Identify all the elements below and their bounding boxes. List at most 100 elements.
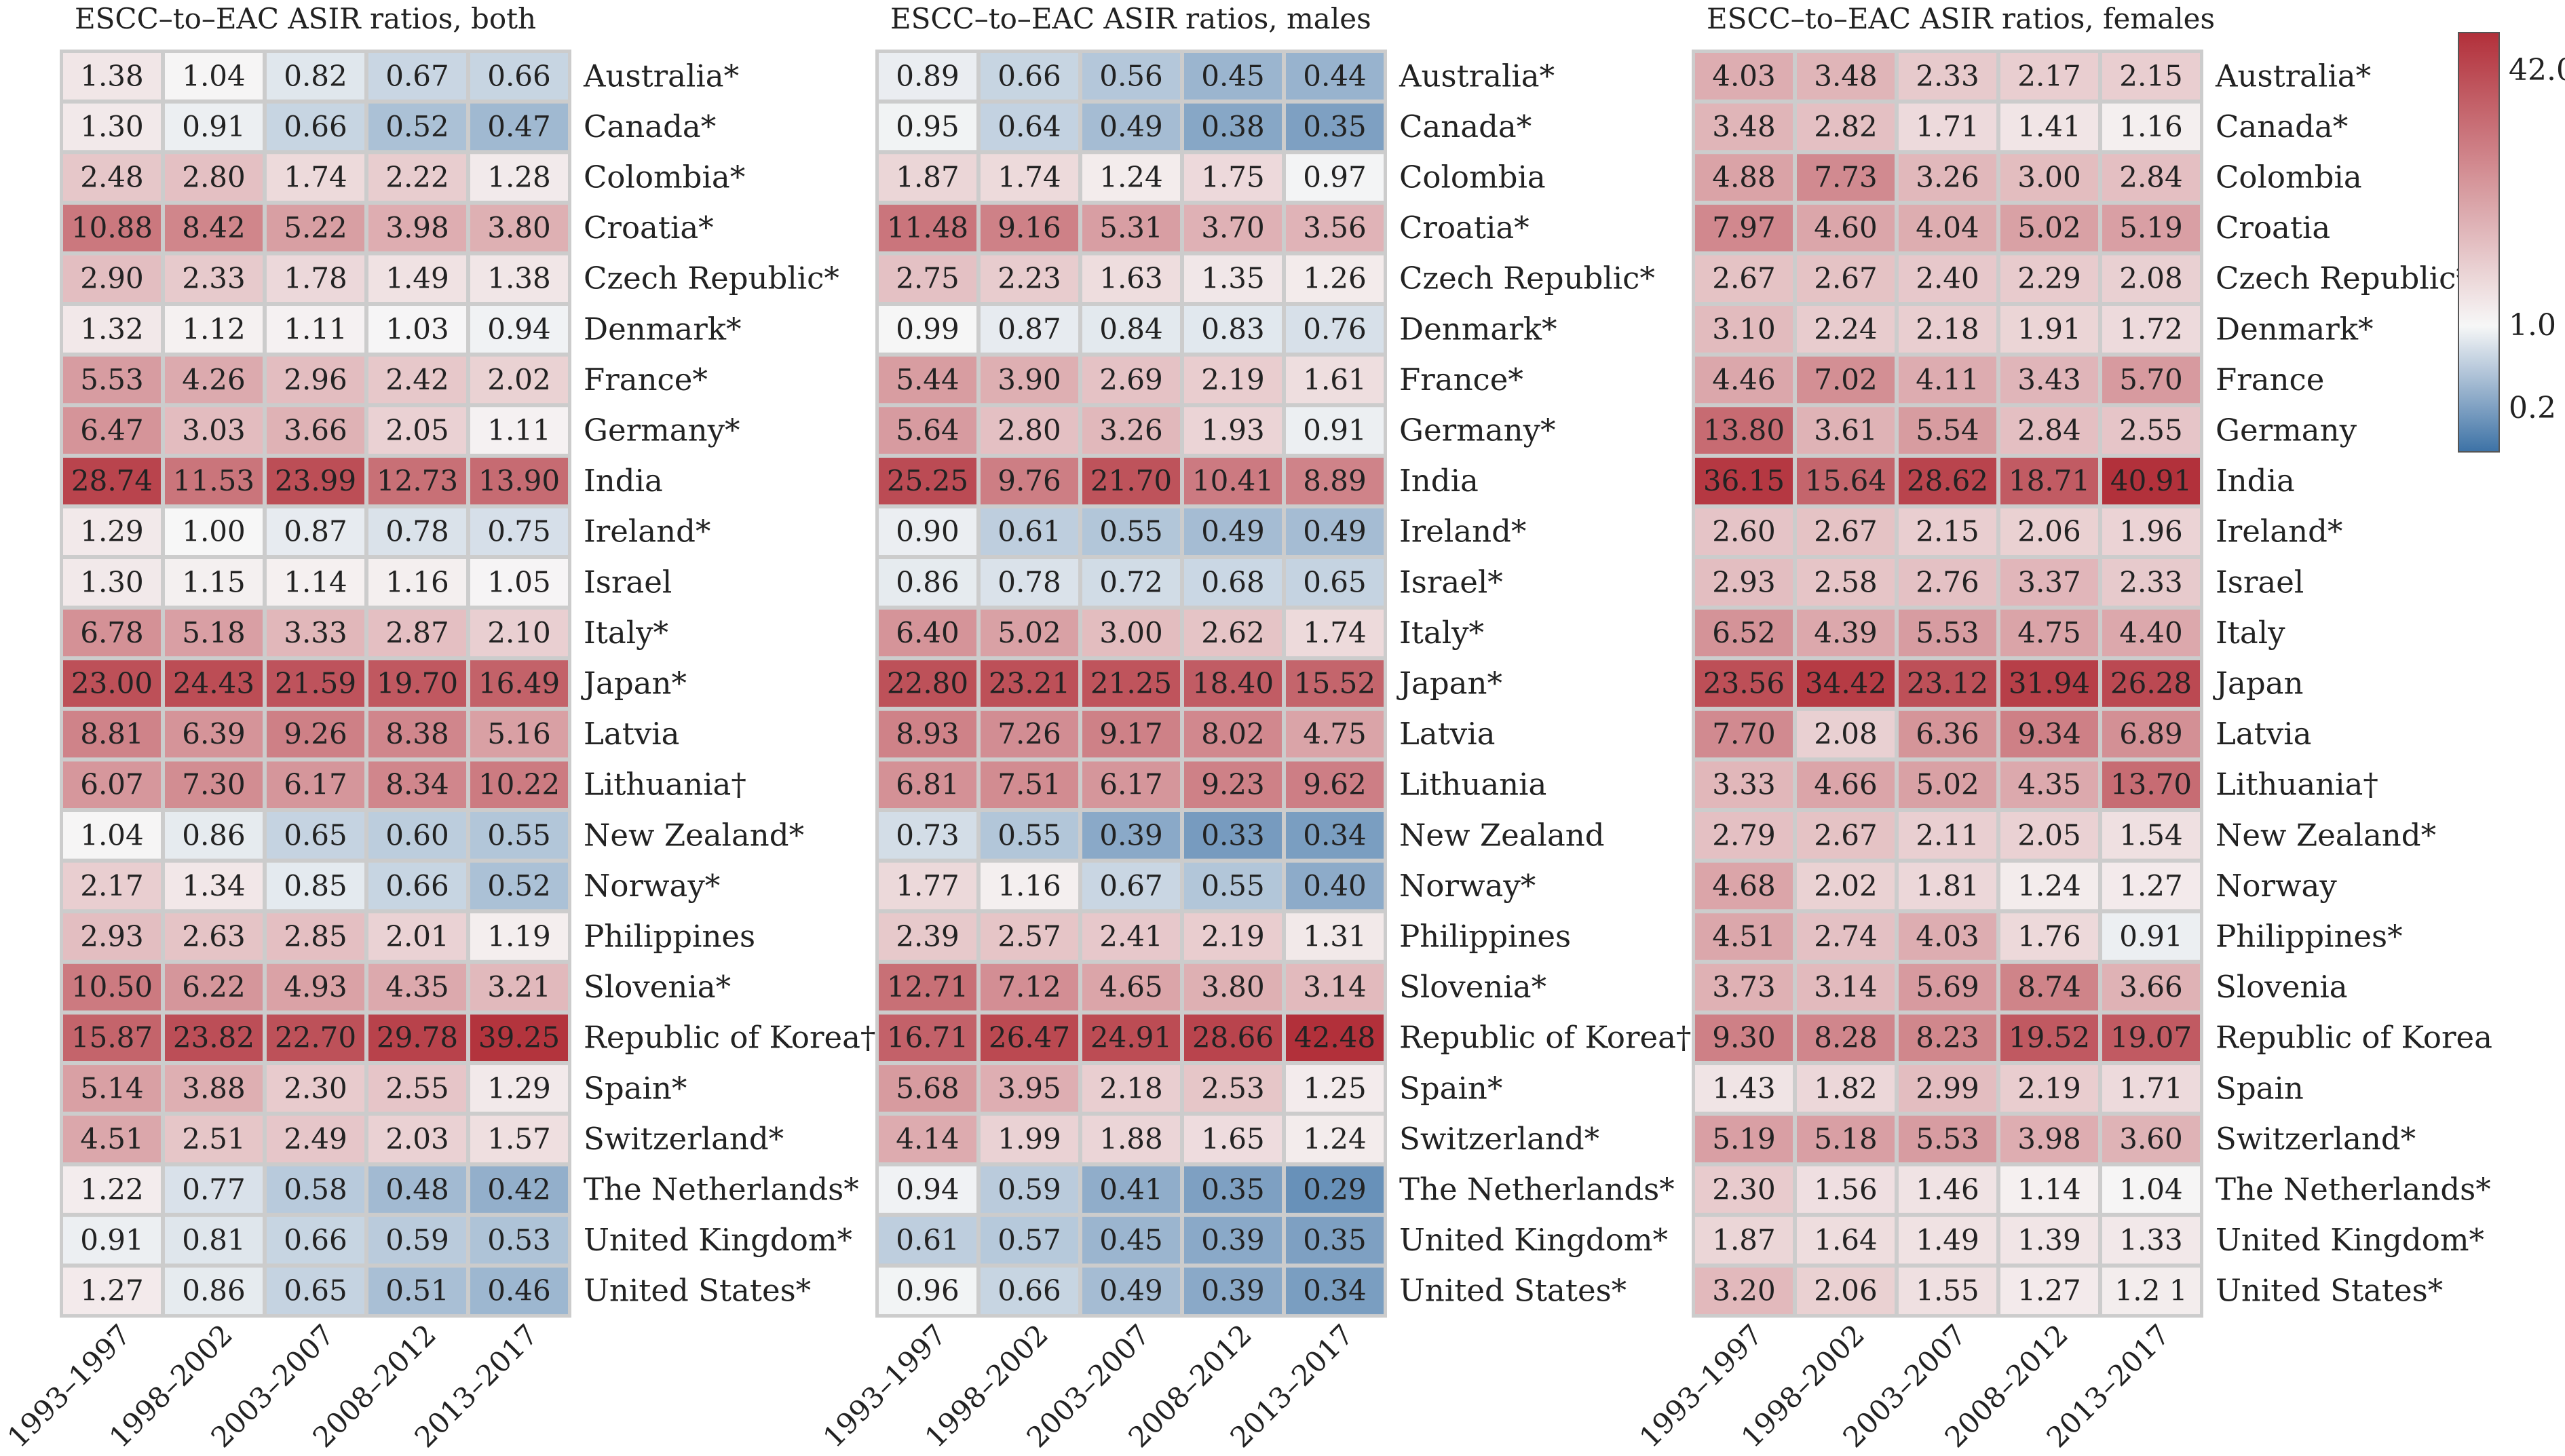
heatmap-cell — [368, 862, 466, 910]
heatmap-cell — [1899, 812, 1996, 859]
cell-value: 0.49 — [1201, 515, 1265, 548]
cell-value: 4.75 — [1303, 717, 1367, 750]
heatmap-cell — [368, 913, 466, 960]
heatmap-cell — [1184, 1267, 1282, 1314]
heatmap-cell — [267, 1166, 364, 1213]
row-label: New Zealand* — [2216, 817, 2436, 853]
cell-value: 15.87 — [71, 1021, 153, 1054]
heatmap-cell — [1082, 710, 1180, 758]
heatmap-cell — [368, 508, 466, 555]
cell-value: 2.17 — [80, 869, 144, 902]
row-label: Republic of Korea† — [1399, 1020, 1691, 1056]
cell-value: 1.41 — [2017, 110, 2081, 143]
cell-value: 22.80 — [887, 667, 968, 700]
cell-value: 2.11 — [1916, 818, 1979, 851]
heatmap-cell — [1797, 204, 1895, 252]
cell-value: 6.47 — [80, 414, 144, 447]
heatmap-cell — [267, 660, 364, 707]
heatmap-cell — [1286, 204, 1384, 252]
cell-value: 0.51 — [385, 1274, 449, 1307]
cell-value: 6.07 — [80, 768, 144, 801]
cell-value: 2.63 — [182, 920, 246, 953]
cell-value: 0.65 — [1303, 565, 1367, 598]
cell-value: 5.19 — [1712, 1122, 1776, 1155]
heatmap-cell — [1797, 710, 1895, 758]
cell-value: 0.78 — [998, 565, 1061, 598]
heatmap-cell — [63, 1216, 161, 1264]
heatmap-cell — [267, 356, 364, 404]
heatmap-cell — [981, 913, 1078, 960]
heatmap-cell — [1184, 1115, 1282, 1163]
cell-value: 2.18 — [1099, 1071, 1163, 1105]
cell-value: 1.39 — [2017, 1223, 2081, 1257]
cell-value: 2.69 — [1099, 363, 1163, 396]
heatmap-cell — [981, 154, 1078, 201]
row-label: Latvia — [1399, 716, 1495, 752]
cell-value: 19.70 — [377, 667, 458, 700]
row-label: Denmark* — [584, 311, 741, 347]
row-label: Denmark* — [1399, 311, 1557, 347]
heatmap-cell — [981, 660, 1078, 707]
row-label: Philippines — [1399, 919, 1571, 955]
heatmap-cell — [1695, 559, 1793, 606]
heatmap-cell — [1797, 1216, 1895, 1264]
heatmap-cell — [368, 1065, 466, 1112]
row-label: Japan — [2213, 666, 2304, 702]
cell-value: 11.48 — [887, 211, 968, 244]
heatmap-cell — [2000, 1115, 2098, 1163]
heatmap-cell — [2000, 306, 2098, 353]
cell-value: 1.38 — [80, 59, 144, 92]
row-label: Denmark* — [2216, 311, 2373, 347]
cell-value: 5.64 — [896, 414, 960, 447]
heatmap-cell — [368, 407, 466, 454]
heatmap-cell — [1899, 559, 1996, 606]
cell-value: 4.04 — [1916, 211, 1979, 244]
color-legend: 42.0 1.0 0.2 — [2458, 32, 2565, 453]
cell-value: 2.30 — [284, 1071, 347, 1105]
row-label: Philippines* — [2216, 919, 2403, 955]
heatmap-cell — [1797, 457, 1895, 505]
row-label: United States* — [1399, 1273, 1627, 1309]
heatmap-cell — [1082, 306, 1180, 353]
heatmap-cell — [879, 963, 976, 1011]
cell-value: 0.66 — [284, 1223, 347, 1257]
cell-value: 7.73 — [1814, 161, 1878, 194]
cell-value: 1.00 — [182, 515, 246, 548]
heatmap-cell — [2102, 1267, 2200, 1314]
heatmap-cell — [165, 1115, 263, 1163]
row-label: Spain* — [1399, 1070, 1502, 1106]
heatmap-cell — [879, 204, 976, 252]
heatmap-cell — [879, 710, 976, 758]
cell-value: 1.91 — [2017, 312, 2081, 345]
cell-value: 8.42 — [182, 211, 246, 244]
heatmap-cell — [1286, 255, 1384, 302]
cell-value: 3.66 — [2119, 970, 2183, 1003]
cell-value: 2.49 — [284, 1122, 347, 1155]
heatmap-cell — [267, 53, 364, 100]
cell-value: 6.36 — [1916, 717, 1979, 750]
cell-value: 7.12 — [998, 970, 1061, 1003]
heatmap-cell — [165, 255, 263, 302]
cell-value: 1.64 — [1814, 1223, 1878, 1257]
heatmap-cell — [981, 1115, 1078, 1163]
heatmap-cell — [1797, 609, 1895, 657]
cell-value: 0.91 — [1303, 414, 1367, 447]
heatmap-cell — [1797, 53, 1895, 100]
heatmap-cell — [63, 306, 161, 353]
heatmap-cell — [1184, 154, 1282, 201]
heatmap-cell — [1184, 103, 1282, 151]
heatmap-cell — [1695, 609, 1793, 657]
heatmap-cell — [368, 457, 466, 505]
cell-value: 0.40 — [1303, 869, 1367, 902]
cell-value: 8.93 — [896, 717, 960, 750]
row-label: Latvia — [584, 716, 679, 752]
heatmap-cell — [1695, 1267, 1793, 1314]
cell-value: 0.84 — [1099, 312, 1163, 345]
heatmap-cell — [2000, 963, 2098, 1011]
cell-value: 5.31 — [1099, 211, 1163, 244]
heatmap-cell — [879, 154, 976, 201]
cell-value: 1.56 — [1814, 1173, 1878, 1206]
heatmap-cell — [165, 913, 263, 960]
heatmap-cell — [63, 812, 161, 859]
